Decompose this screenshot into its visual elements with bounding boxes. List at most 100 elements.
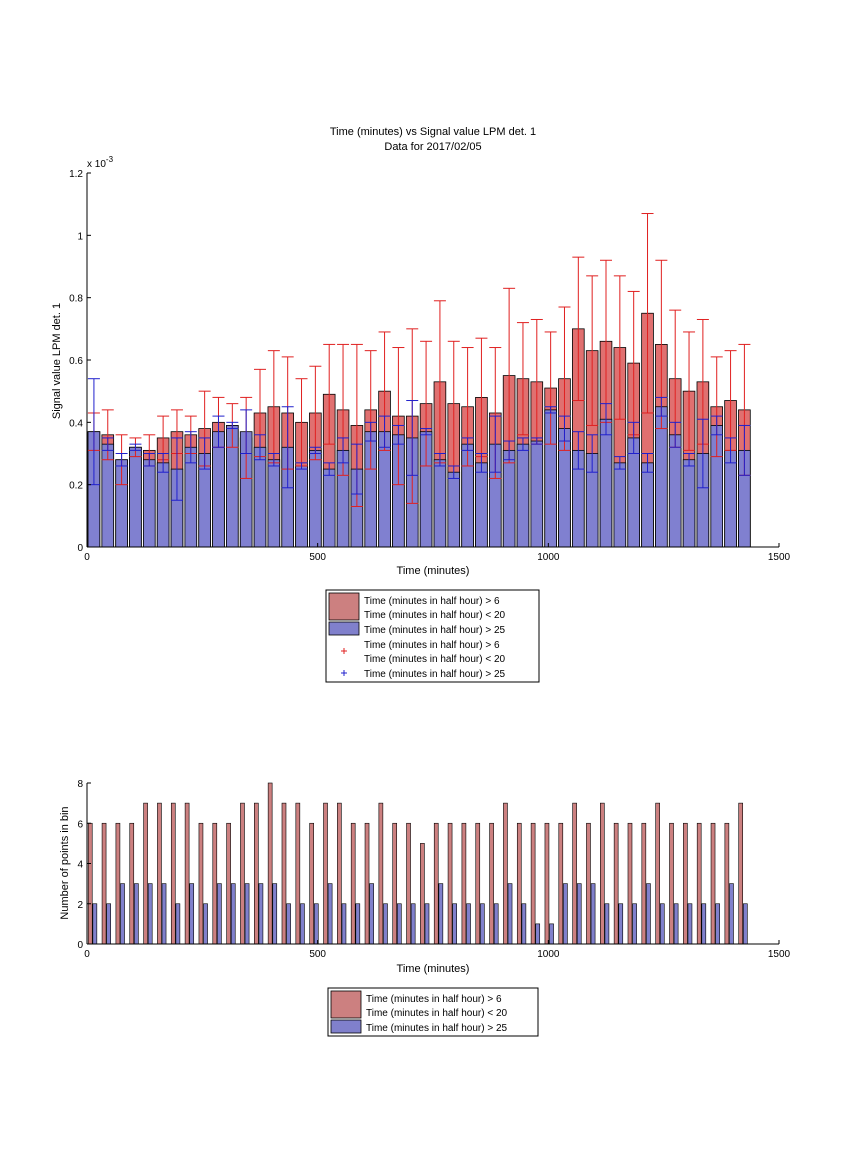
- bar: [659, 903, 665, 945]
- legend-label: Time (minutes in half hour) < 20: [364, 654, 506, 665]
- bar: [350, 822, 356, 945]
- bar: [452, 903, 457, 945]
- legend-patch: [328, 592, 360, 621]
- bar: [198, 822, 204, 945]
- bar: [576, 883, 582, 945]
- bar: [313, 903, 319, 945]
- bar: [175, 903, 181, 945]
- legend-label: Time (minutes in half hour) < 20: [366, 1008, 508, 1019]
- bar: [184, 802, 190, 945]
- legend-count: Time (minutes in half hour) > 6 Time (min…: [327, 987, 539, 1037]
- bar: [627, 437, 640, 548]
- count-chart: Number of points in bin Time (minutes) 0…: [59, 779, 791, 1037]
- bar: [142, 459, 156, 548]
- y-axis-label: Number of points in bin: [59, 806, 71, 919]
- legend-label: Time (minutes in half hour) < 20: [364, 610, 506, 621]
- y-exponent-base: x 10: [87, 159, 106, 170]
- bar: [295, 465, 308, 548]
- legend-patch: [330, 1019, 362, 1034]
- bar: [309, 822, 314, 945]
- y-tick-label: 0.2: [69, 481, 83, 492]
- bar: [420, 843, 425, 945]
- bar: [189, 883, 195, 945]
- x-tick-label: 500: [309, 552, 326, 563]
- bar: [120, 883, 125, 945]
- bar: [258, 883, 264, 945]
- bar: [516, 443, 530, 548]
- bar: [480, 903, 485, 945]
- bar: [507, 883, 513, 945]
- bar: [558, 822, 564, 945]
- bar: [646, 883, 651, 945]
- bar: [244, 883, 250, 945]
- bar: [521, 903, 527, 945]
- bar: [157, 802, 162, 945]
- bar: [738, 802, 744, 945]
- bar: [438, 883, 444, 945]
- bar: [682, 459, 696, 548]
- bar: [170, 802, 176, 945]
- bar: [516, 822, 522, 945]
- bar: [613, 822, 619, 945]
- signal-chart: Time (minutes) vs Signal value LPM det. …: [51, 126, 791, 683]
- y-tick-label: 1: [77, 231, 83, 242]
- bar: [267, 782, 273, 945]
- bar: [503, 802, 508, 945]
- bar: [724, 822, 730, 945]
- bar: [383, 903, 388, 945]
- legend-label: Time (minutes in half hour) > 6: [366, 994, 502, 1005]
- bar: [161, 883, 167, 945]
- x-tick-label: 1500: [768, 949, 791, 960]
- bar: [613, 462, 627, 548]
- bar: [563, 883, 568, 945]
- bar: [397, 903, 402, 945]
- bar: [687, 903, 693, 945]
- legend-patch: [328, 621, 360, 636]
- y-exponent-label: x 10-3: [87, 155, 114, 170]
- bar: [364, 822, 370, 945]
- bar: [724, 449, 737, 548]
- y-tick-label: 0: [77, 940, 83, 951]
- bar: [590, 883, 596, 945]
- bar: [466, 903, 471, 945]
- bar: [106, 903, 111, 945]
- x-tick-label: 1500: [768, 552, 791, 563]
- chart-subtitle: Data for 2017/02/05: [384, 141, 481, 153]
- bar: [641, 822, 647, 945]
- x-tick-label: 500: [309, 949, 326, 960]
- bar: [424, 903, 430, 945]
- bar: [129, 822, 135, 945]
- bar: [406, 822, 411, 945]
- bar: [378, 802, 384, 945]
- bar: [433, 822, 439, 945]
- bar: [369, 883, 374, 945]
- legend-label: Time (minutes in half hour) > 25: [366, 1023, 508, 1034]
- y-tick-label: 4: [77, 860, 83, 871]
- bar: [530, 822, 536, 945]
- bar: [309, 449, 322, 548]
- bar: [447, 471, 461, 548]
- bar: [715, 903, 720, 945]
- bar: [147, 883, 153, 945]
- x-tick-label: 1000: [537, 552, 560, 563]
- bar: [489, 822, 494, 945]
- x-tick-label: 1000: [537, 949, 560, 960]
- bar: [701, 903, 707, 945]
- bar: [143, 802, 148, 945]
- bar: [627, 822, 633, 945]
- bar: [267, 459, 281, 548]
- bar: [696, 822, 702, 945]
- x-axis-label: Time (minutes): [397, 565, 470, 577]
- bar: [535, 923, 541, 945]
- bar: [101, 822, 107, 945]
- bar: [87, 822, 93, 945]
- bar: [544, 822, 550, 945]
- bar: [230, 883, 236, 945]
- bar: [683, 822, 688, 945]
- bar: [281, 802, 287, 945]
- bar: [226, 822, 231, 945]
- bar: [673, 903, 679, 945]
- bar: [549, 923, 554, 945]
- bar: [341, 903, 347, 945]
